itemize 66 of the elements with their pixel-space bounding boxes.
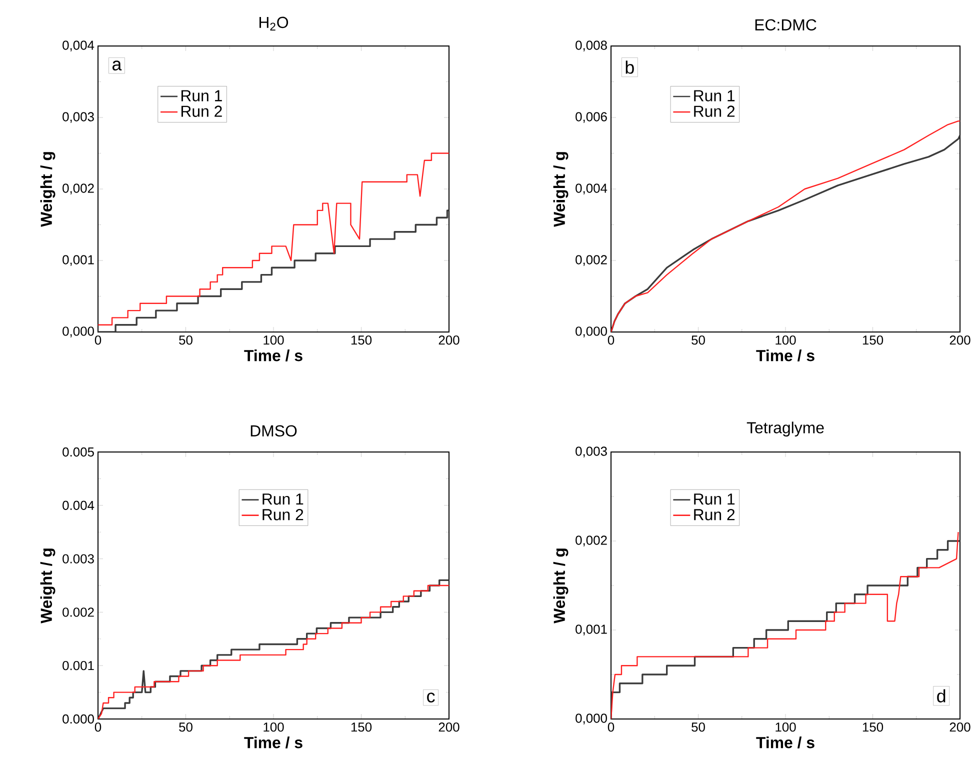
y-tick-label: 0,002 (576, 255, 607, 266)
line-series (98, 152, 450, 326)
y-axis-title: Weight / g (553, 152, 568, 227)
chart-title: DMSO (250, 425, 297, 436)
y-tick-label: 0,003 (576, 446, 607, 458)
legend-label: Run 2 (694, 509, 735, 520)
y-tick-label: 0,001 (576, 624, 607, 636)
x-tick-label: 0 (608, 336, 614, 345)
annotation: b (626, 60, 634, 74)
x-tick-label: 0 (94, 336, 102, 345)
y-axis-title: Weight / g (553, 548, 568, 624)
y-tick-label: 0,000 (576, 714, 607, 724)
x-tick-label: 200 (438, 722, 460, 732)
line-series (98, 210, 450, 332)
y-tick-label: 0.000 (62, 714, 94, 724)
x-tick-label: 100 (264, 336, 284, 345)
x-axis-title: Time / s (244, 350, 302, 362)
x-tick-label: 200 (950, 336, 970, 345)
x-axis-title: Time / s (756, 350, 814, 362)
legend-label: Run 2 (181, 106, 222, 117)
x-tick-label: 0 (608, 722, 614, 732)
x-axis-title: Time / s (244, 736, 302, 748)
y-tick-label: 0.004 (62, 500, 94, 510)
y-tick-label: 0,004 (576, 184, 608, 194)
x-tick-label: 50 (692, 336, 705, 345)
chart-title: H$_{2}$O (260, 16, 288, 30)
y-tick-label: 0,004 (62, 40, 94, 52)
chart-title: Tetraglyme (746, 422, 824, 437)
x-tick-label: 0 (94, 722, 102, 732)
y-axis-title: Weight / g (40, 548, 56, 624)
y-tick-label: 0.005 (62, 447, 94, 457)
x-tick-label: 200 (438, 336, 460, 345)
legend-label: Run 1 (694, 494, 735, 505)
legend-label: Run 1 (262, 494, 304, 505)
annotation: d (937, 689, 946, 702)
x-tick-label: 150 (351, 722, 372, 732)
y-tick-label: 0,002 (576, 536, 607, 546)
x-tick-label: 50 (179, 722, 192, 732)
y-tick-label: 0.001 (62, 661, 94, 670)
legend-label: Run 2 (694, 106, 735, 117)
y-axis-title: Weight / g (40, 152, 56, 227)
x-tick-label: 100 (776, 722, 796, 732)
x-tick-label: 50 (179, 336, 192, 345)
chart-title: EC:DMC (755, 19, 816, 31)
y-tick-label: 0,003 (62, 112, 94, 123)
legend-label: Run 2 (262, 509, 304, 520)
y-tick-label: 0,006 (576, 112, 607, 123)
x-tick-label: 100 (264, 722, 284, 732)
annotation: a (112, 60, 122, 70)
y-tick-label: 0,000 (576, 326, 607, 338)
legend-label: Run 1 (694, 90, 735, 102)
y-tick-label: 0,000 (62, 326, 94, 338)
y-tick-label: 0,008 (576, 40, 607, 52)
x-tick-label: 100 (776, 336, 796, 345)
y-tick-label: 0.003 (62, 554, 94, 564)
y-tick-label: 0,002 (62, 184, 94, 194)
y-tick-label: 0,001 (62, 255, 94, 266)
x-tick-label: 200 (950, 722, 970, 732)
x-tick-label: 150 (862, 336, 884, 345)
legend-label: Run 1 (181, 90, 222, 102)
annotation: c (427, 692, 435, 702)
x-axis-title: Time / s (756, 736, 814, 748)
y-tick-label: 0.002 (62, 608, 94, 617)
x-tick-label: 50 (692, 722, 705, 732)
x-tick-label: 150 (862, 722, 884, 732)
x-tick-label: 150 (351, 336, 372, 345)
